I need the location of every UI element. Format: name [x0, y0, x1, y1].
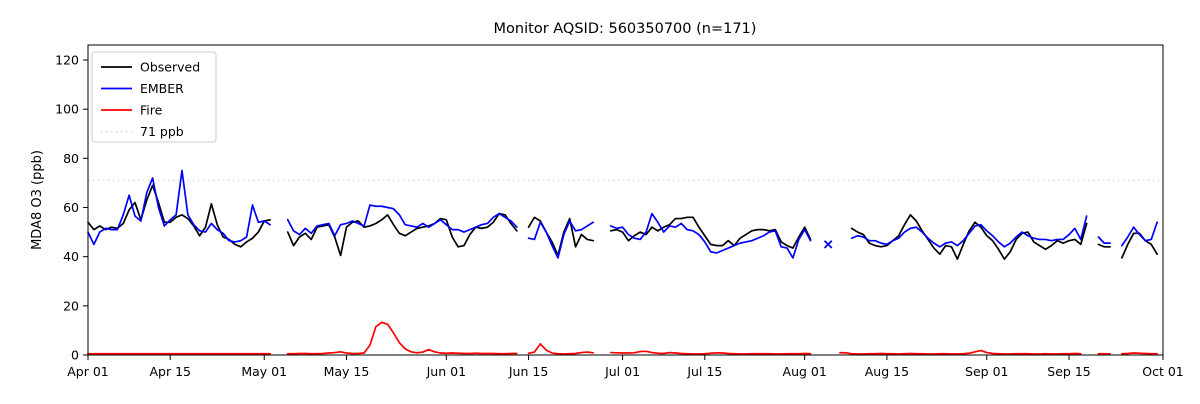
series-line-ember: [529, 221, 594, 258]
series-line-fire: [529, 344, 594, 354]
x-tick-label: Sep 01: [965, 364, 1008, 379]
x-tick-label: Jul 01: [604, 364, 640, 379]
x-tick-label: Jul 15: [686, 364, 722, 379]
series-line-observed: [852, 215, 1087, 259]
legend-label: Observed: [140, 60, 200, 75]
x-tick-label: Jun 15: [508, 364, 548, 379]
y-tick-label: 100: [55, 102, 79, 117]
y-axis-label: MDA8 O3 (ppb): [30, 150, 45, 250]
chart-title: Monitor AQSID: 560350700 (n=171): [494, 21, 757, 37]
series-line-observed: [1098, 244, 1110, 246]
plot-area: 0 20 40 60 80 100 120 Apr 01 Apr 15 May 01 May 15 J…: [55, 45, 1184, 379]
x-tick-label: Apr 01: [67, 364, 109, 379]
series-line-fire: [611, 351, 811, 354]
series-line-observed: [529, 217, 594, 255]
series-line-ember: [88, 171, 270, 245]
x-tick-label: Jun 01: [426, 364, 466, 379]
series-line-fire: [1122, 353, 1157, 354]
legend-label: Fire: [140, 103, 163, 118]
series-line-ember: [611, 214, 811, 258]
x-tick-label: Oct 01: [1142, 364, 1184, 379]
y-tick-label: 40: [63, 249, 79, 264]
y-tick-label: 120: [55, 52, 79, 67]
y-tick-label: 80: [63, 151, 79, 166]
axes-box: [88, 45, 1163, 355]
series-line-fire: [840, 351, 1081, 354]
legend-label: EMBER: [140, 81, 184, 96]
x-tick-label: Apr 15: [149, 364, 191, 379]
x-tick-label: Aug 15: [865, 364, 909, 379]
y-tick-label: 0: [71, 348, 79, 363]
x-tick-label: Sep 15: [1047, 364, 1090, 379]
y-tick-label: 60: [63, 200, 79, 215]
x-tick-label: May 01: [241, 364, 287, 379]
legend-label: 71 ppb: [140, 124, 184, 139]
series-line-ember: [288, 205, 517, 236]
isolated-point-marker-ember: [825, 241, 832, 248]
series-line-ember: [1122, 222, 1157, 245]
series-line-fire: [288, 322, 517, 353]
series-line-ember: [1098, 237, 1110, 243]
x-tick-label: May 15: [324, 364, 370, 379]
x-tick-label: Aug 01: [783, 364, 827, 379]
y-tick-label: 20: [63, 298, 79, 313]
